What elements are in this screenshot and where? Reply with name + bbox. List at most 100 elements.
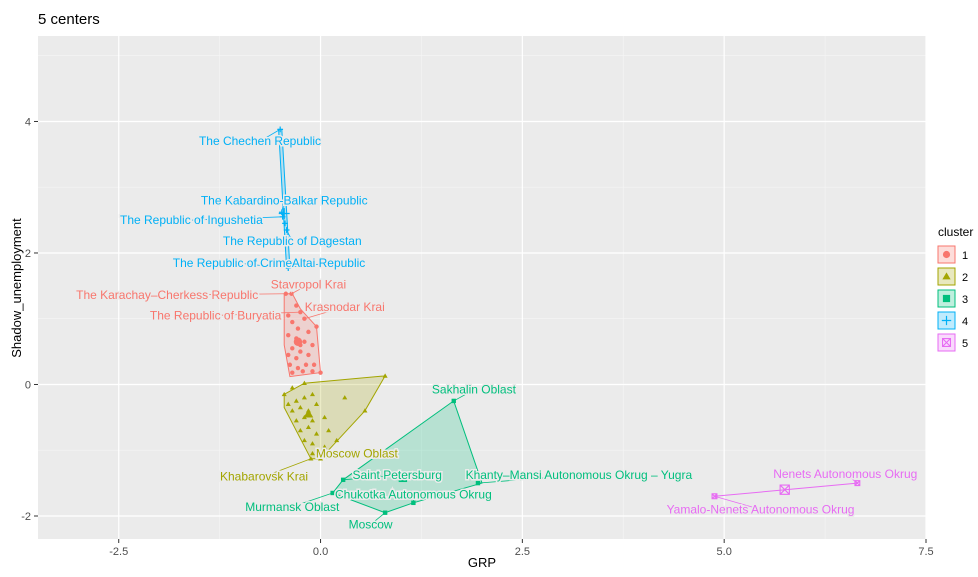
point-label: The Republic of Crimea (173, 256, 299, 270)
point-cluster-2 (334, 437, 340, 443)
panel-background (38, 36, 926, 539)
data-points (277, 126, 861, 515)
point-cluster-2 (309, 391, 316, 397)
point-cluster-2 (342, 395, 348, 400)
point-cluster-3 (340, 477, 346, 483)
leader-line (259, 129, 281, 142)
leader-line (235, 262, 287, 269)
center-cluster-4 (278, 208, 290, 219)
legend-item-3: 3 (937, 289, 968, 308)
major-grid (38, 36, 927, 539)
point-cluster-1 (286, 332, 291, 338)
legend-key-2 (942, 272, 951, 280)
point-label: Altai Republic (292, 256, 365, 270)
point-cluster-1 (290, 346, 295, 351)
y-tick-label: 2 (25, 248, 31, 260)
point-cluster-4 (282, 220, 288, 227)
point-cluster-1 (286, 352, 291, 358)
legend-label: 4 (962, 316, 968, 328)
x-tick-label: -2.5 (109, 546, 128, 558)
point-label: Yamalo-Nenets Autonomous Okrug (667, 502, 855, 516)
point-label: Khabarovsk Krai (220, 470, 308, 484)
legend-label: 3 (962, 294, 968, 306)
legend-title: cluster (938, 225, 973, 239)
point-cluster-4 (283, 227, 290, 233)
leader-line (714, 495, 761, 510)
point-cluster-2 (313, 401, 320, 406)
point-labels: The Chechen Republic The Kabardino-Balkar… (75, 133, 919, 533)
point-cluster-1 (314, 324, 319, 329)
point-cluster-2 (309, 450, 316, 456)
point-cluster-1 (310, 342, 315, 348)
point-label: Krasnodar Krai (305, 300, 385, 314)
point-label: Murmansk Oblast (245, 500, 340, 514)
point-cluster-2 (309, 441, 316, 446)
legend-key-3 (942, 294, 951, 303)
label-leader-lines (167, 129, 858, 525)
legend-item-1: 1 (937, 245, 968, 264)
point-label: Khanty–Mansi Autonomous Okrug – Yugra (466, 468, 693, 482)
legend-items: 1 2 3 4 5 (937, 245, 968, 352)
legend-key-4 (941, 315, 952, 326)
x-tick-label: 5.0 (717, 546, 732, 558)
legend-key-5 (941, 337, 952, 348)
legend-label: 1 (962, 250, 968, 262)
cluster-hull-2 (283, 375, 387, 460)
point-cluster-5 (854, 480, 861, 487)
point-label: Moscow (349, 518, 393, 532)
leader-line (215, 311, 301, 316)
y-tick-label: 4 (25, 116, 31, 128)
point-cluster-1 (287, 362, 293, 367)
point-cluster-3 (411, 500, 416, 506)
point-label: Chukotka Autonomous Okrug (335, 487, 492, 501)
leader-line (191, 216, 283, 221)
minor-grid (38, 36, 926, 539)
point-cluster-3 (475, 480, 481, 486)
point-cluster-5 (711, 493, 718, 500)
leader-line (167, 293, 286, 296)
point-label: Saint Petersburg (353, 468, 442, 482)
point-cluster-1 (318, 370, 323, 375)
legend-item-4: 4 (937, 311, 968, 330)
leader-line (286, 229, 293, 242)
leader-line (292, 492, 333, 508)
center-cluster-1 (293, 337, 303, 346)
leader-line (477, 474, 579, 484)
legend-item-2: 2 (937, 267, 968, 286)
point-cluster-2 (293, 398, 299, 403)
leader-line (291, 284, 309, 295)
point-cluster-2 (308, 456, 314, 461)
point-label: Stavropol Krai (271, 278, 346, 292)
cluster-hull-1 (283, 293, 322, 378)
point-cluster-2 (382, 373, 388, 378)
point-cluster-2 (326, 427, 332, 433)
legend-label: 2 (962, 272, 968, 284)
point-cluster-2 (322, 414, 328, 420)
center-cluster-3 (398, 473, 408, 483)
point-cluster-2 (285, 401, 291, 406)
point-cluster-1 (302, 339, 307, 344)
leader-line (343, 474, 398, 481)
point-cluster-1 (286, 313, 291, 318)
point-cluster-2 (318, 456, 324, 461)
leader-line (453, 389, 475, 402)
y-axis-ticks: -2 0 2 4 (21, 116, 38, 523)
legend-key-1 (942, 250, 951, 259)
cluster-hulls (278, 128, 858, 514)
point-cluster-1 (306, 352, 311, 358)
point-cluster-2 (313, 431, 320, 436)
cluster-hull-5 (714, 482, 858, 497)
point-label: The Republic of Buryatia (150, 308, 282, 322)
point-cluster-4 (285, 265, 292, 271)
y-axis-label: Shadow_unemployment (9, 218, 24, 358)
x-tick-label: 7.5 (918, 546, 933, 558)
point-cluster-1 (283, 291, 289, 296)
x-tick-label: 2.5 (515, 546, 530, 558)
point-cluster-2 (362, 408, 368, 413)
legend: cluster 1 2 3 4 5 (937, 225, 973, 352)
point-cluster-2 (301, 380, 307, 385)
point-cluster-1 (294, 303, 299, 308)
center-cluster-2 (303, 409, 314, 418)
point-label: The Kabardino-Balkar Republic (201, 193, 368, 207)
point-cluster-1 (289, 291, 294, 296)
